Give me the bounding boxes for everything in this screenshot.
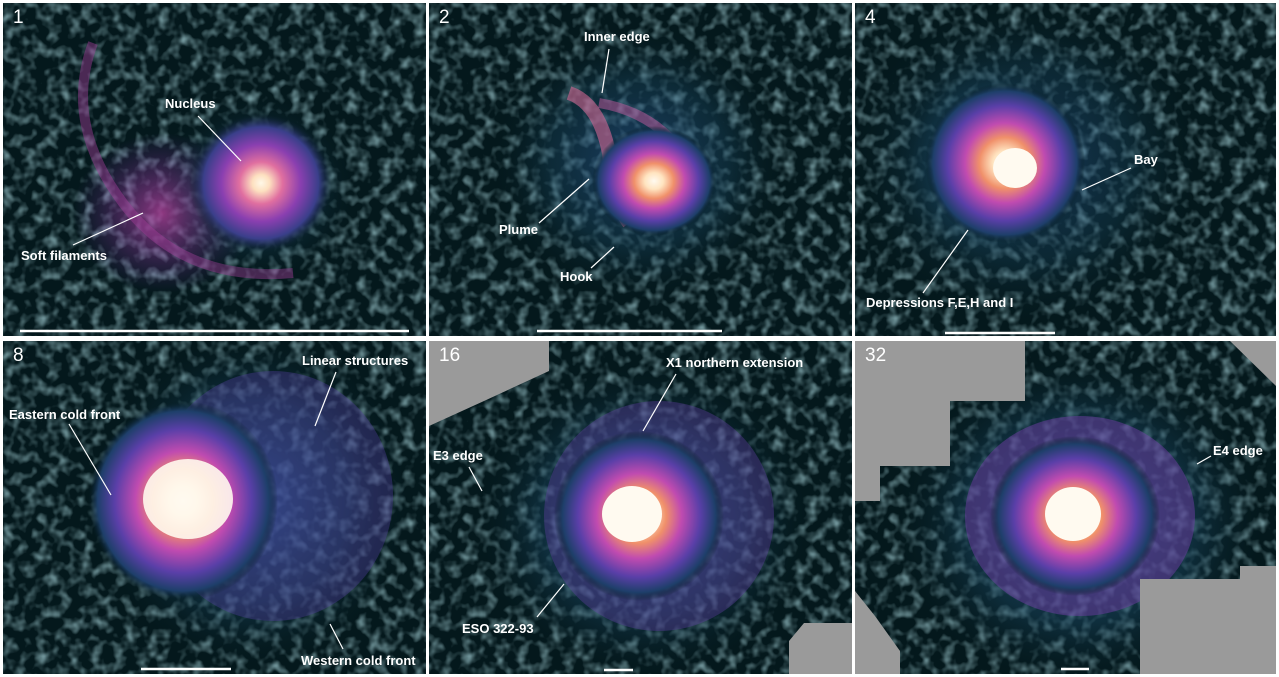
panel-number: 2: [439, 7, 450, 28]
label-plume: Plume: [499, 222, 539, 237]
panel-1: 1 Nucleus Soft filaments: [3, 3, 426, 336]
label-western-cold-front: Western cold front: [301, 653, 416, 668]
xray-image-8: [3, 341, 426, 674]
panel-number: 4: [865, 7, 876, 28]
panel-16: 16 X1 northern extension E3 edge ESO 322…: [429, 341, 852, 674]
masked-region: [1140, 566, 1276, 674]
label-bay: Bay: [1134, 152, 1158, 167]
label-eso-322-93: ESO 322-93: [462, 621, 534, 636]
label-depressions: Depressions F,E,H and I: [866, 295, 1014, 310]
label-inner-edge: Inner edge: [584, 29, 650, 44]
label-soft-filaments: Soft filaments: [21, 248, 107, 263]
label-eastern-cold-front: Eastern cold front: [9, 407, 121, 422]
panel-number: 8: [13, 345, 24, 366]
xray-image-2: [429, 3, 852, 336]
masked-region: [855, 341, 1025, 501]
panel-8: 8 Linear structures Eastern cold front W…: [3, 341, 426, 674]
panel-number: 1: [13, 7, 24, 28]
panel-number: 32: [865, 345, 887, 366]
panel-2: 2 Inner edge Plume Hook: [429, 3, 852, 336]
xray-image-32: [855, 341, 1276, 674]
masked-region: [855, 591, 900, 674]
panel-number: 16: [439, 345, 461, 366]
xray-image-1: [3, 3, 426, 336]
masked-region: [789, 623, 852, 674]
label-nucleus: Nucleus: [165, 96, 216, 111]
label-linear-structures: Linear structures: [302, 353, 409, 368]
label-e4-edge: E4 edge: [1213, 443, 1263, 458]
panel-32: 32 E4 edge: [855, 341, 1276, 674]
xray-image-4: [855, 3, 1276, 336]
label-x1-northern-extension: X1 northern extension: [666, 355, 804, 370]
masked-region: [1230, 341, 1276, 386]
masked-region: [429, 341, 549, 426]
label-hook: Hook: [560, 269, 593, 284]
panel-4: 4 Bay Depressions F,E,H and I: [855, 3, 1276, 336]
label-e3-edge: E3 edge: [433, 448, 483, 463]
